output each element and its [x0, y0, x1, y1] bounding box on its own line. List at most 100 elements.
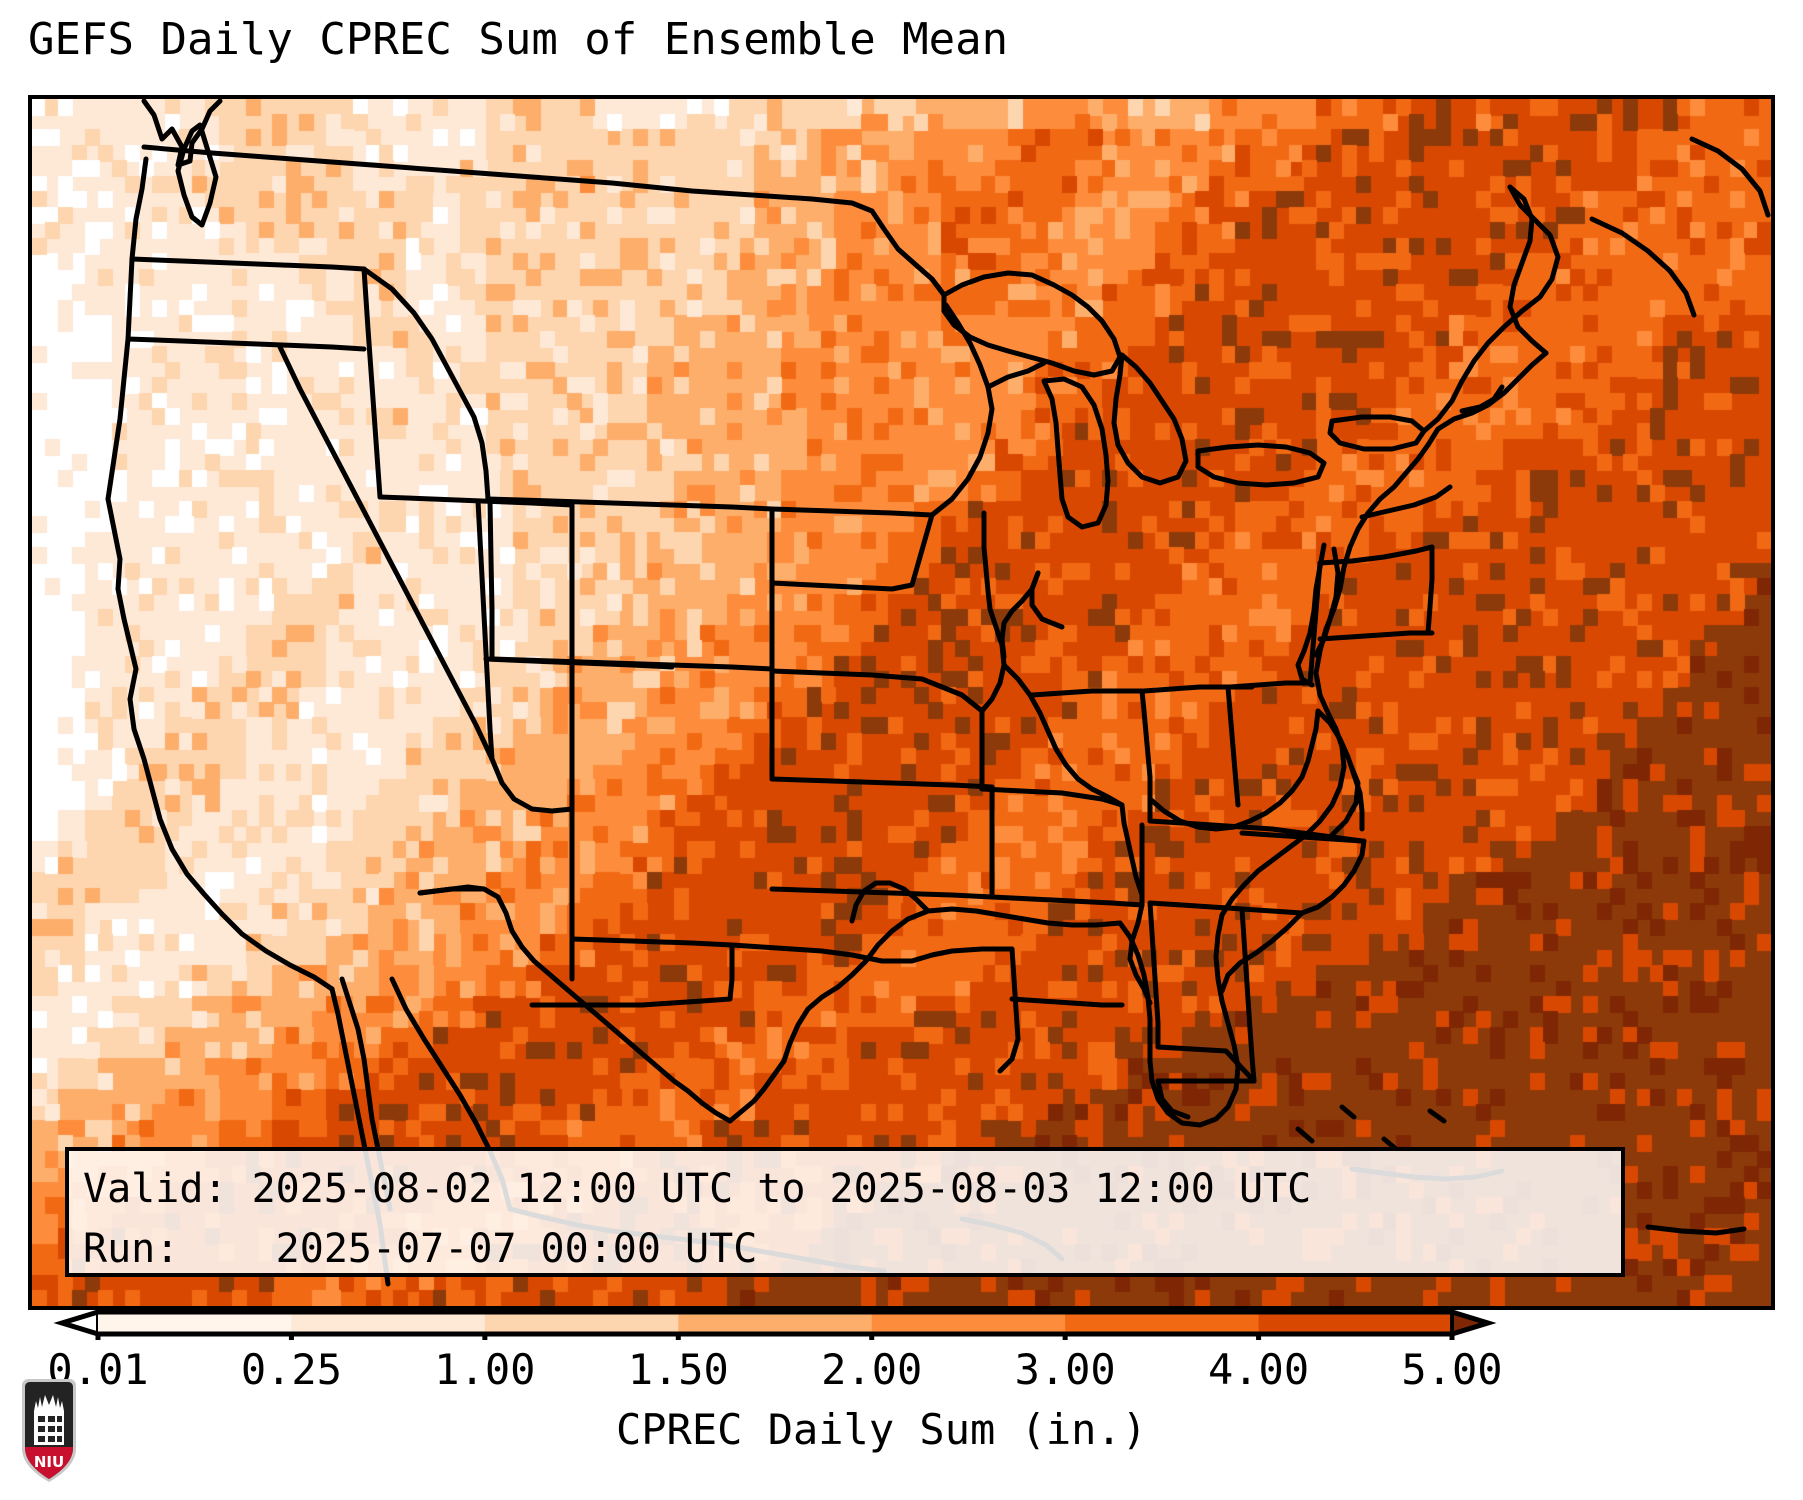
coast-bahamas-1: [1295, 1126, 1315, 1144]
border-oh-mi: [1227, 680, 1313, 690]
border-id-mt-wy: [361, 266, 491, 502]
border-nd-mn: [929, 302, 995, 518]
coast-hispaniola: [1645, 1224, 1747, 1236]
border-us-canada-west: [141, 144, 635, 188]
border-or-ca: [125, 336, 367, 352]
border-or-id: [361, 266, 383, 500]
border-il-wi: [1029, 688, 1145, 698]
border-ar-la: [1009, 996, 1125, 1008]
border-mo-ar: [989, 894, 1145, 908]
border-maine: [1507, 184, 1549, 356]
border-ny-nj-pa: [1425, 544, 1435, 636]
border-ca-nv: [277, 344, 495, 762]
border-mn-canada-nw: [985, 360, 1047, 390]
border-us-canada-east: [1421, 184, 1561, 434]
border-pa-ny: [1317, 544, 1435, 566]
lake-erie: [1195, 442, 1327, 488]
border-wa-or: [129, 256, 367, 272]
coast-bahamas-4: [1427, 1108, 1447, 1124]
border-sd-ia-mn: [979, 510, 1007, 714]
border-ia-mo: [979, 786, 1125, 808]
border-nv-ut: [475, 498, 495, 762]
border-ks-ok: [769, 886, 995, 900]
border-wy-co: [489, 656, 775, 672]
map-panel: [28, 95, 1775, 1310]
border-al-fl: [1155, 1044, 1257, 1084]
border-oh-pa-wv: [1307, 560, 1323, 686]
colorbar-segment: [291, 1312, 486, 1334]
colorbar-segment: [484, 1312, 679, 1334]
border-nd-sd: [769, 512, 935, 592]
lake-ontario: [1327, 414, 1427, 452]
border-mt-nd: [769, 506, 935, 518]
coast-texas-south: [727, 1058, 787, 1124]
border-in-oh: [1225, 684, 1241, 808]
colorbar-tick-label: 4.00: [1207, 1345, 1310, 1394]
colorbar-tick-label: 2.00: [821, 1345, 923, 1394]
border-mt-wy: [485, 496, 775, 512]
colorbar-segment: [678, 1312, 873, 1334]
colorbar-segment: [98, 1312, 292, 1334]
colorbar-segment: [1258, 1312, 1453, 1334]
colorbar[interactable]: [0, 1310, 1803, 1340]
border-wv-va: [1315, 708, 1365, 832]
coast-florida-panhandle: [1155, 1078, 1191, 1120]
border-ok-tx: [729, 942, 1015, 964]
coast-florida-south: [1117, 920, 1219, 1128]
coast-new-england: [1425, 350, 1549, 448]
coast-texas-louisiana: [849, 880, 931, 924]
border-il-in: [1139, 688, 1153, 824]
colorbar-tick-label: 1.50: [627, 1345, 729, 1394]
border-us-canada-lake-of-woods: [629, 182, 947, 298]
lake-michigan: [1041, 376, 1111, 530]
border-ne-ks: [769, 776, 995, 790]
niu-shield-logo: NIU: [22, 1379, 76, 1482]
coast-cape-cod: [1459, 384, 1505, 414]
state-boundaries-overlay: [105, 99, 1771, 1287]
forecast-info-box: Valid: 2025-08-02 12:00 UTC to 2025-08-0…: [65, 1147, 1625, 1277]
coast-long-island: [1359, 484, 1453, 520]
colorbar-title: CPREC Daily Sum (in.): [615, 1405, 1147, 1454]
border-nc-sc: [1299, 838, 1367, 916]
border-sc-ga: [1219, 910, 1305, 994]
border-id-nv-ut: [377, 494, 575, 508]
border-al-ga: [1239, 906, 1257, 1084]
valid-time-line: Valid: 2025-08-02 12:00 UTC to 2025-08-0…: [83, 1166, 1312, 1212]
border-ms-al: [1147, 900, 1161, 1050]
run-time-line: Run: 2025-07-07 00:00 UTC: [83, 1226, 758, 1272]
lake-huron: [1111, 352, 1189, 486]
border-mn-wi: [999, 570, 1041, 660]
border-pa-md-wv: [1317, 630, 1435, 642]
colorbar-tick-label: 3.00: [1014, 1345, 1116, 1394]
border-tx-la: [997, 946, 1021, 1074]
border-nv-az-border: [489, 756, 575, 814]
border-sd-ne: [769, 668, 985, 714]
border-nm-tx: [529, 942, 735, 1008]
colorbar-segment: [1065, 1312, 1260, 1334]
niu-logo-text: NIU: [34, 1453, 64, 1471]
precipitation-heatmap: [32, 99, 1771, 1306]
colorbar-tick-label: 5.00: [1401, 1345, 1503, 1394]
page-title: GEFS Daily CPREC Sum of Ensemble Mean: [28, 14, 1009, 65]
border-wy-ut-co: [487, 498, 495, 662]
coast-nova-scotia: [1589, 216, 1697, 318]
colorbar-tick-label: 0.25: [240, 1345, 342, 1394]
border-tn-ms-al-ga: [1147, 900, 1305, 916]
coast-newfoundland: [1689, 136, 1771, 218]
coast-carolinas: [1219, 764, 1347, 918]
coast-washington-oregon: [105, 156, 149, 502]
coast-california: [105, 496, 335, 992]
lake-superior: [941, 270, 1123, 378]
border-ia-il: [1001, 662, 1125, 808]
border-tn-nc-va: [1239, 830, 1365, 844]
border-mn-canada: [929, 276, 947, 298]
colorbar-tick-labels: 0.01 0.25 1.00 1.50 2.00 3.00 4.00 5.00: [0, 1345, 1803, 1397]
border-nm-co-east: [569, 936, 735, 948]
coast-delmarva: [1313, 546, 1341, 658]
coast-georgia-florida-east: [1213, 912, 1241, 1122]
border-az-mexico: [417, 886, 501, 900]
coast-gulf: [781, 906, 1123, 1064]
colorbar-tick-label: 1.00: [434, 1345, 536, 1394]
colorbar-segment: [871, 1312, 1066, 1334]
coast-bahamas-2: [1339, 1104, 1357, 1120]
